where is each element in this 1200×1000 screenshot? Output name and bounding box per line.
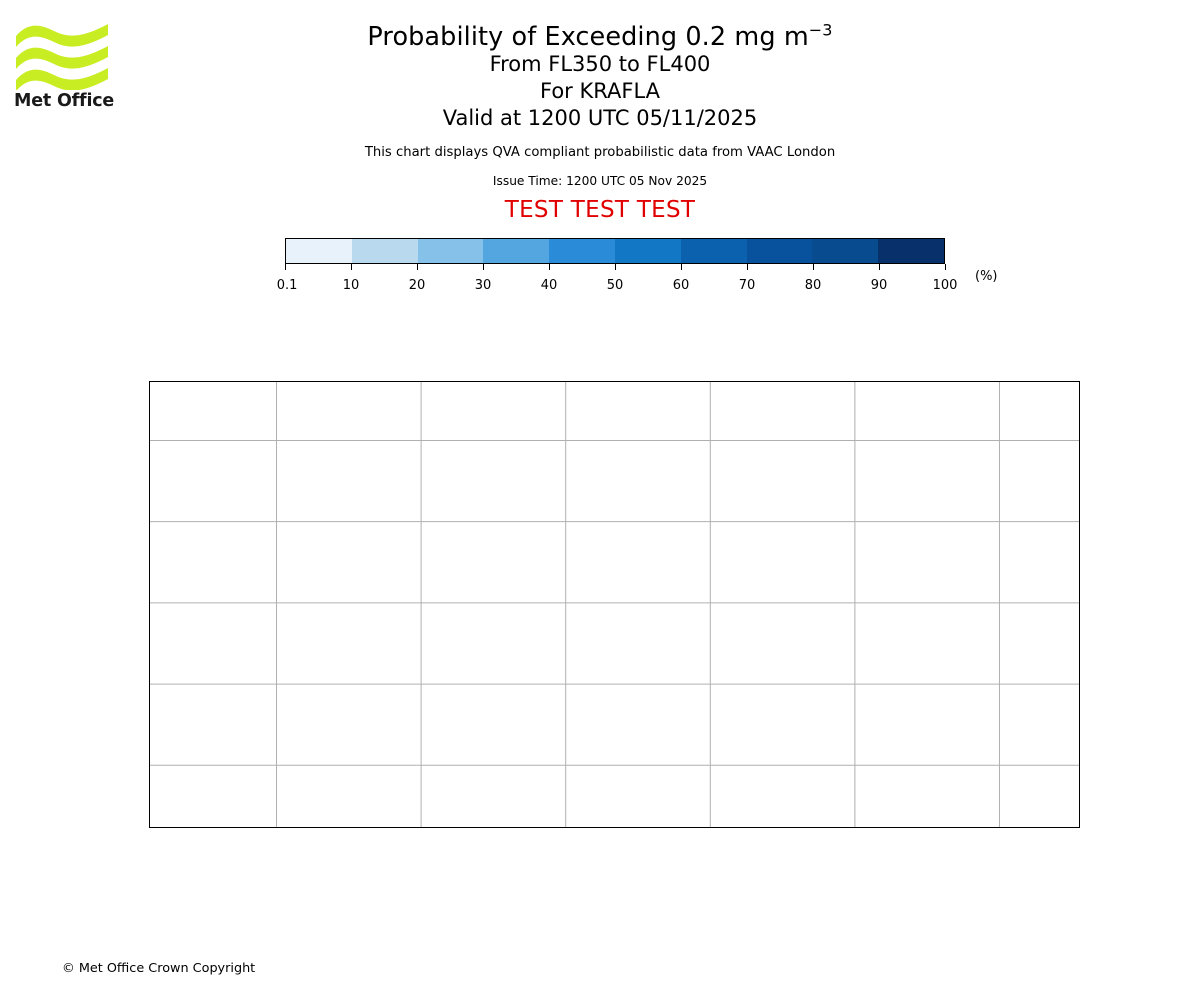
met-office-logo: Met Office [14,22,124,114]
logo-wave-1 [16,24,108,47]
map-panel[interactable] [149,381,1080,828]
colorbar-label-40: 40 [540,278,558,293]
colorbar-tick-50 [615,264,616,270]
page-title-exponent: −3 [808,20,833,40]
title-flight-levels: From FL350 to FL400 [489,51,711,76]
colorbar-label-0.1: 0.1 [276,278,298,293]
colorbar-tick-20 [417,264,418,270]
met-office-wave-icon [16,24,108,90]
colorbar: 0.1 10 20 30 40 50 60 70 80 90 100 [277,238,958,296]
colorbar-label-70: 70 [738,278,756,293]
colorbar-tick-40 [549,264,550,270]
colorbar-segment-8 [746,239,813,263]
graticule-layer [150,382,1079,827]
logo-wave-2 [16,46,108,69]
title-block: Probability of Exceeding 0.2 mg m−3 From… [0,0,1200,223]
colorbar-label-30: 30 [474,278,492,293]
colorbar-tick-labels: 0.1 10 20 30 40 50 60 70 80 90 100 [277,278,958,296]
colorbar-label-20: 20 [408,278,426,293]
colorbar-tick-10 [351,264,352,270]
colorbar-segment-3 [417,239,484,263]
chart-note: This chart displays QVA compliant probab… [364,144,836,160]
page-title-text: Probability of Exceeding 0.2 mg m [367,22,809,52]
colorbar-label-80: 80 [804,278,822,293]
colorbar-label-100: 100 [932,278,958,293]
copyright-footer: © Met Office Crown Copyright [62,961,256,976]
colorbar-segment-5 [549,239,615,263]
colorbar-tick-100 [945,264,946,270]
colorbar-label-60: 60 [672,278,690,293]
colorbar-segment-10 [878,239,944,263]
logo-wave-3 [16,68,108,90]
title-volcano: For KRAFLA [540,78,660,103]
colorbar-segment-6 [614,239,681,263]
colorbar-unit-label: (%) [975,269,998,284]
met-office-logo-text: Met Office [14,91,115,111]
colorbar-tick-90 [879,264,880,270]
colorbar-label-10: 10 [342,278,360,293]
colorbar-gradient [285,238,945,264]
colorbar-tick-0.1 [285,264,286,270]
colorbar-segment-2 [351,239,418,263]
colorbar-label-50: 50 [606,278,624,293]
colorbar-segment-9 [812,239,879,263]
colorbar-tick-70 [747,264,748,270]
colorbar-segment-7 [680,239,747,263]
colorbar-label-90: 90 [870,278,888,293]
colorbar-ticks [285,264,946,278]
title-valid-time: Valid at 1200 UTC 05/11/2025 [442,105,758,130]
colorbar-tick-60 [681,264,682,270]
page-title: Probability of Exceeding 0.2 mg m−3 [0,22,1200,52]
colorbar-tick-30 [483,264,484,270]
colorbar-segment-1 [286,239,352,263]
test-banner: TEST TEST TEST [504,196,696,223]
colorbar-segment-4 [483,239,550,263]
issue-time: Issue Time: 1200 UTC 05 Nov 2025 [492,173,708,188]
colorbar-tick-80 [813,264,814,270]
